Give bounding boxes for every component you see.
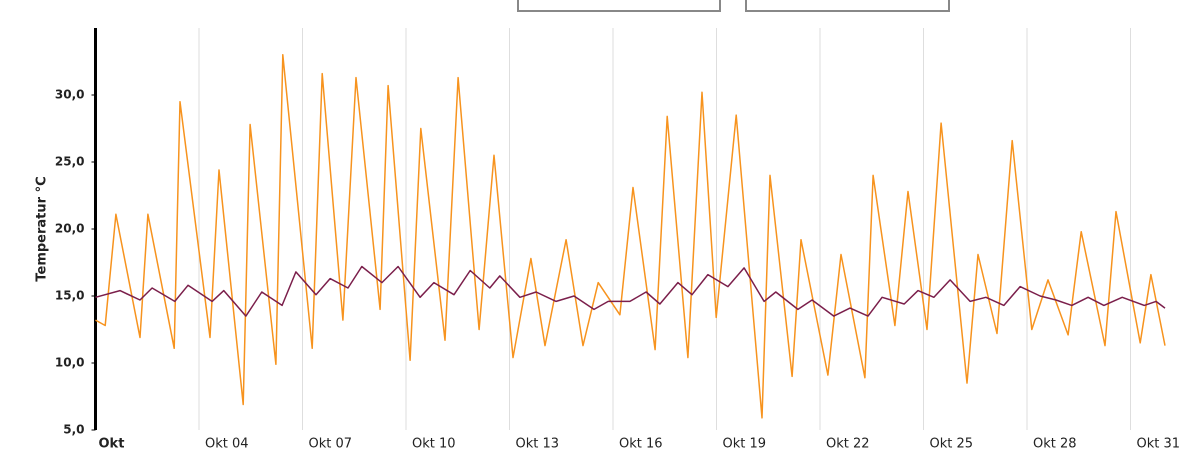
y-tick-label: 20,0 — [55, 222, 85, 236]
x-tick-label: Okt 22 — [826, 437, 870, 452]
x-tick-label: Okt 04 — [205, 437, 249, 452]
button[interactable] — [517, 0, 721, 12]
y-tick-label: 30,0 — [55, 88, 85, 102]
x-tick-label: Okt — [99, 437, 125, 452]
x-tick-label: Okt 13 — [516, 437, 560, 452]
x-tick-label: Okt 31 — [1137, 437, 1181, 452]
button[interactable] — [745, 0, 950, 12]
y-tick-label: 25,0 — [55, 155, 85, 169]
x-tick-label: Okt 19 — [723, 437, 767, 452]
y-axis-title: Temperatur °C — [35, 176, 50, 281]
x-tick-label: Okt 28 — [1033, 437, 1077, 452]
x-tick-label: Okt 16 — [619, 437, 663, 452]
x-tick-label: Okt 25 — [930, 437, 974, 452]
y-tick-label: 5,0 — [63, 423, 84, 437]
x-tick-label: Okt 07 — [309, 437, 353, 452]
series-line — [95, 54, 1166, 419]
x-tick-label: Okt 10 — [412, 437, 456, 452]
y-tick-label: 15,0 — [55, 289, 85, 303]
series-line — [95, 265, 1166, 317]
y-tick-label: 10,0 — [55, 356, 85, 370]
